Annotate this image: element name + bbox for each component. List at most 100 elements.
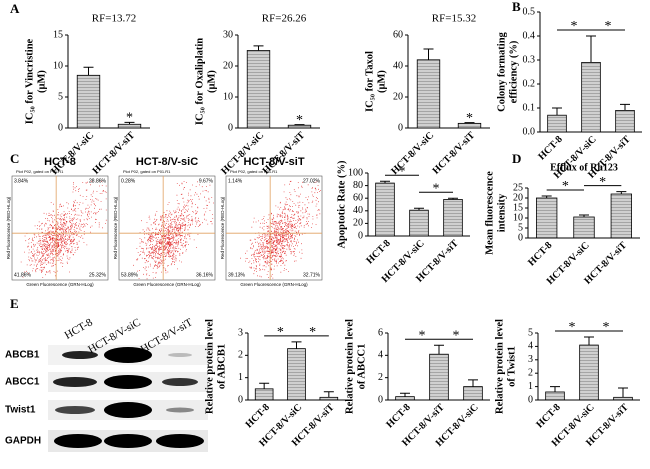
quadrant-percent: 53.89% [121, 272, 139, 278]
y-axis-label: (μM) [36, 70, 47, 93]
y-tick-label: 0.0 [523, 126, 536, 137]
y-tick-label: 0.1 [523, 102, 536, 113]
quadrant-percent: 3.84% [14, 178, 29, 184]
protein-label: ABCB1 [5, 350, 40, 361]
y-tick-label: 4 [528, 341, 533, 352]
significance-star: * [571, 19, 578, 34]
x-tick-label: HCT-8 [244, 402, 272, 430]
quadrant-percent: 39.13% [228, 272, 246, 278]
error-bar [618, 387, 628, 398]
quadrant-percent: 28.86% [89, 178, 107, 184]
significance-star: * [399, 164, 406, 179]
error-bar [584, 336, 594, 346]
y-axis-label: intensity [496, 193, 507, 232]
significance-star: * [603, 320, 610, 335]
bar [416, 59, 441, 129]
significance-star: * [569, 320, 576, 335]
significance-star: * [453, 329, 460, 344]
scatter-cloud [20, 180, 107, 278]
flow-y-label: Red Fluorescence (RED-HLog) [220, 196, 225, 259]
y-tick-label: 20 [223, 60, 233, 71]
y-tick-label: 20 [393, 91, 403, 102]
panel-label: D [512, 151, 521, 166]
y-axis-label: Relative protein level [344, 319, 355, 414]
significance-star: * [419, 329, 426, 344]
y-tick-label: 1 [238, 372, 243, 383]
significance-star: * [296, 113, 303, 128]
flow-x-label: Green Fluorescence (GRN-HLog) [26, 282, 94, 287]
y-tick-label: 5 [58, 91, 63, 102]
bar [579, 344, 599, 401]
y-axis-label: IC₅₀ for Oxaliplatin [194, 38, 205, 125]
error-bar [400, 392, 410, 397]
y-tick-label: 5 [518, 222, 523, 233]
error-bar [434, 344, 444, 355]
flow-gate: Plot P02, gated on P01.R1 [230, 169, 278, 174]
bar [463, 386, 483, 401]
panel-label: C [10, 151, 19, 166]
quadrant-percent: 25.32% [89, 272, 107, 278]
y-tick-label: 4 [378, 350, 383, 361]
y-axis-label: Apoptotic Rate (%) [336, 160, 347, 249]
y-tick-label: 25 [513, 182, 523, 193]
y-tick-label: 2 [378, 372, 383, 383]
x-tick-label: HCT-8 [364, 238, 392, 266]
significance-star: * [562, 179, 569, 194]
significance-star: * [599, 175, 606, 190]
y-tick-label: 80 [353, 180, 363, 191]
significance-star: * [309, 325, 316, 340]
x-tick-label: HCT-8 [526, 240, 554, 268]
y-tick-label: 0 [58, 122, 63, 133]
y-tick-label: 0 [358, 230, 363, 241]
quadrant-percent: 27.02% [303, 178, 321, 184]
flow-y-label: Red Fluorescence (RED-HLog) [6, 196, 11, 259]
y-tick-label: 1 [528, 381, 533, 392]
x-tick-label: HCT-8 [534, 402, 562, 430]
bar [573, 216, 595, 239]
y-tick-label: 15 [513, 202, 523, 213]
y-axis-label: of ABCC1 [356, 344, 367, 390]
y-tick-label: 3 [238, 327, 243, 338]
y-tick-label: 0 [378, 394, 383, 405]
y-axis-label: Colony formating [496, 31, 507, 111]
flow-title: HCT-8/V-siC [136, 156, 198, 168]
blot-bands [48, 345, 208, 452]
quadrant-percent: 9.67% [199, 178, 214, 184]
bar [547, 114, 567, 133]
y-tick-label: 30 [223, 29, 233, 40]
error-bar [423, 48, 434, 60]
y-tick-label: 0.4 [523, 30, 536, 41]
flow-x-label: Green Fluorescence (GRN-HLog) [240, 282, 308, 287]
error-bar [448, 197, 458, 200]
quadrant-percent: 0.28% [121, 178, 136, 184]
bar [429, 353, 449, 401]
protein-label: Twist1 [5, 405, 36, 416]
bar [581, 62, 601, 133]
bar [246, 50, 271, 129]
y-tick-label: 0.5 [523, 6, 536, 17]
significance-star: * [466, 111, 473, 126]
y-tick-label: 0 [228, 122, 233, 133]
x-tick-label: HCT-8/V-siT [431, 130, 478, 177]
error-bar [83, 66, 94, 76]
bar [254, 388, 274, 401]
y-axis-label: of Twist1 [506, 346, 517, 387]
bar [287, 348, 306, 401]
error-bar [380, 180, 390, 184]
y-tick-label: 100 [348, 167, 363, 178]
y-tick-label: 0 [528, 394, 533, 405]
significance-star: * [277, 325, 284, 340]
significance-star: * [126, 111, 133, 126]
y-axis-label: efficiency (%) [508, 40, 519, 103]
y-tick-label: 0.3 [523, 54, 536, 65]
y-tick-label: 3 [528, 354, 533, 365]
y-tick-label: 2 [528, 367, 533, 378]
bar [615, 110, 635, 133]
flow-y-label: Red Fluorescence (RED-HLog) [113, 196, 118, 259]
error-bar [323, 391, 334, 398]
bar [409, 209, 429, 237]
y-tick-label: 5 [528, 327, 533, 338]
error-bar [586, 35, 596, 63]
y-tick-label: 10 [513, 212, 523, 223]
bar [610, 193, 632, 239]
